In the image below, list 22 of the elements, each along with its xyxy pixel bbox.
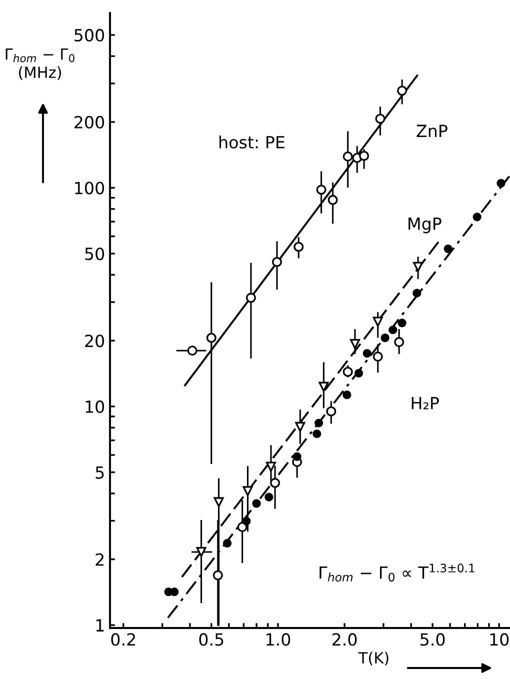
y-tick-label: 200 <box>74 116 104 129</box>
series-label: ZnP <box>416 124 448 137</box>
x-tick-label: 0.5 <box>199 633 224 646</box>
x-tick-label: 1.0 <box>266 633 290 646</box>
x-axis-title: T(K) <box>358 652 388 666</box>
y-tick-label: 1 <box>96 619 104 632</box>
x-tick-label: 2.0 <box>332 633 357 646</box>
y-tick-label: 2 <box>96 553 104 566</box>
y-axis-title: Γ$_{hom}$ − Γ$_{0}$ (MHz) <box>6 48 74 80</box>
text: H₂P <box>412 397 439 410</box>
y-tick-label: 100 <box>75 182 104 194</box>
y-tick-label: 50 <box>85 248 104 260</box>
series-label: MgP <box>408 218 442 234</box>
annotation: host: PE <box>220 136 284 149</box>
annotation: Γ$_{hom}$ − Γ$_{0}$ ∝ T$^{1.3±0.1}$ <box>320 564 474 582</box>
y-tick-label: 20 <box>85 334 104 348</box>
y-tick-label: 500 <box>74 28 104 42</box>
x-tick-label: 0.2 <box>111 633 135 646</box>
x-tick-label: 10 <box>490 633 509 646</box>
y-tick-label: 10 <box>86 400 104 414</box>
x-tick-label: 5.0 <box>420 633 445 646</box>
y-tick-label: 5 <box>96 466 104 479</box>
